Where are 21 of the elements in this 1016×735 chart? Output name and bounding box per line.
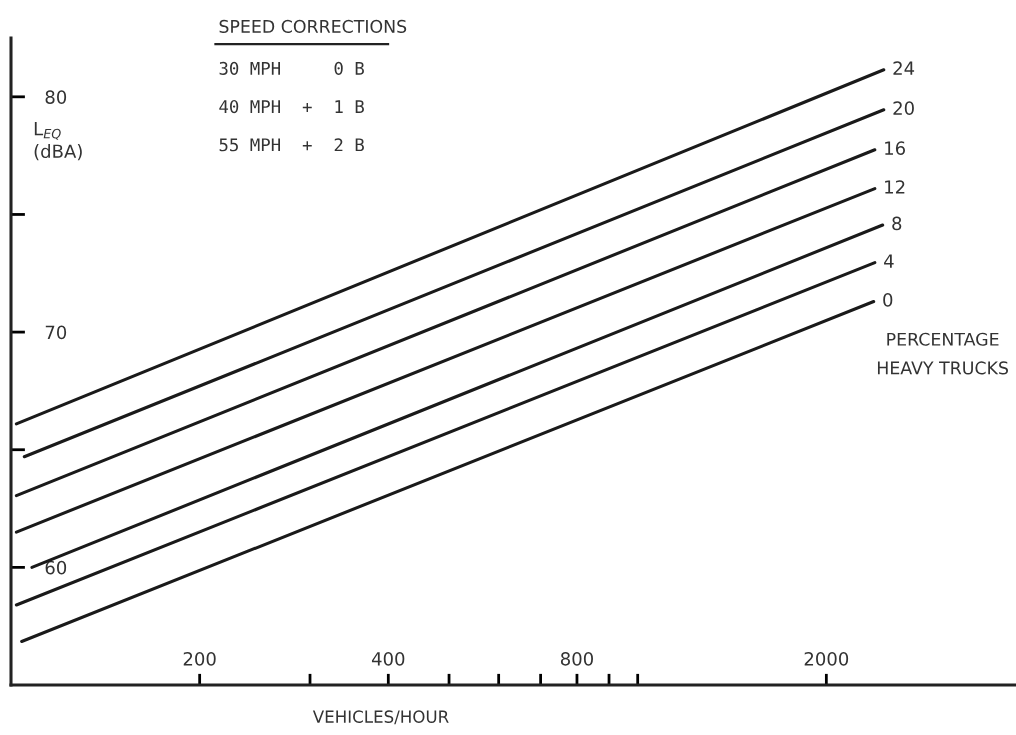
series-label: 8 (892, 216, 902, 231)
series-label: 4 (884, 254, 894, 268)
annotation: 30 MPH 0 B (219, 61, 364, 75)
series-label: 16 (885, 141, 905, 155)
series-label: 12 (885, 180, 905, 194)
annotation: 55 MPH + 2 B (219, 138, 364, 152)
x-tick-label: 400 (371, 651, 405, 666)
y-tick-label: 80 (45, 90, 67, 104)
series-label: 20 (893, 101, 914, 115)
y-tick-label: 70 (45, 325, 67, 340)
x-tick-label: 800 (560, 651, 593, 666)
series-label: 0 (883, 293, 893, 307)
text: SPEED CORRECTIONS (219, 19, 407, 33)
x-axis-title: VEHICLES/HOUR (312, 710, 449, 725)
x-tick-label: 200 (183, 651, 216, 666)
x-tick-label: 2000 (804, 651, 849, 666)
annotation: 40 MPH + 1 B (219, 100, 364, 114)
legend-title: PERCENTAGE HEAVY TRUCKS (877, 332, 1009, 375)
y-axis-title: L$_{EQ}$ (dBA) (34, 122, 82, 161)
y-tick-label: 60 (45, 560, 67, 575)
series-label: 24 (893, 61, 915, 75)
